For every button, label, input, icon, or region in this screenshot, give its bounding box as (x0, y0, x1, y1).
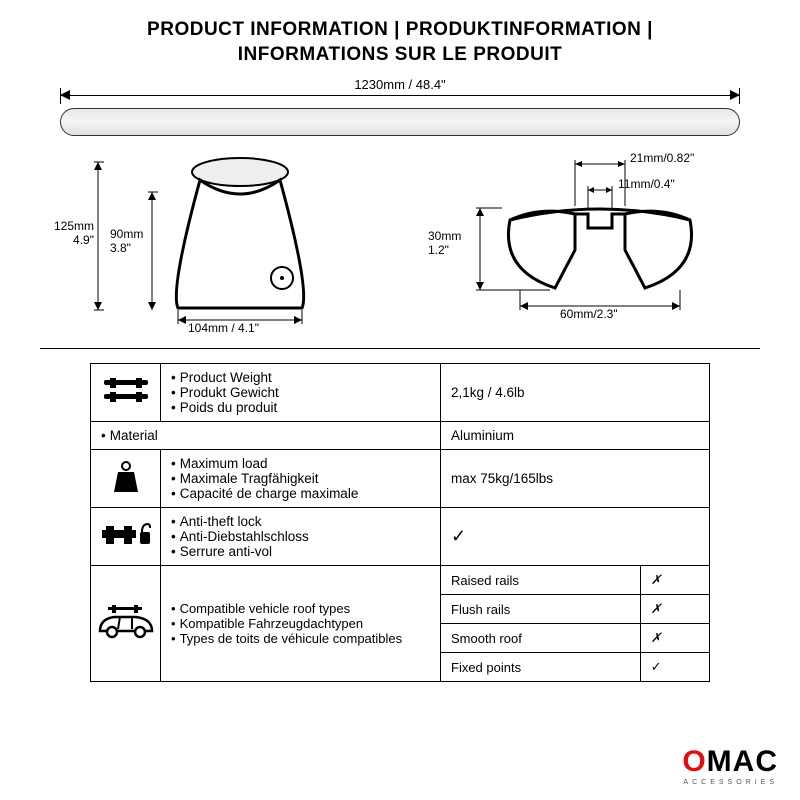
load-label-fr: Capacité de charge maximale (171, 486, 430, 501)
spec-table: Product Weight Produkt Gewicht Poids du … (90, 363, 710, 682)
compat-label-en: Compatible vehicle roof types (171, 601, 430, 616)
compat-opt-name: Smooth roof (441, 624, 641, 653)
foot-height-outer: 125mm 4.9" (52, 220, 94, 248)
foot-diagram: 125mm 4.9" 90mm 3.8" 104mm / 4.1" (60, 150, 380, 330)
profile-diagram: 21mm/0.82" 11mm/0.4" 30mm 1.2" 60mm/2.3" (420, 150, 740, 330)
compat-opt-val: ✓ (640, 653, 709, 682)
compat-opt-val: ✗ (640, 595, 709, 624)
table-row: Compatible vehicle roof types Kompatible… (91, 566, 710, 595)
compat-label-de: Kompatible Fahrzeugdachtypen (171, 616, 430, 631)
table-row: Anti-theft lock Anti-Diebstahlschloss Se… (91, 508, 710, 566)
load-value: max 75kg/165lbs (441, 450, 710, 508)
profile-top-slot: 21mm/0.82" (630, 152, 694, 166)
weight-label-en: Product Weight (171, 370, 430, 385)
brand-o: O (682, 745, 706, 778)
profile-width: 60mm/2.3" (560, 308, 618, 322)
table-row: Material Aluminium (91, 422, 710, 450)
weight-icon (91, 450, 161, 508)
weight-label-fr: Poids du produit (171, 400, 430, 415)
load-label-en: Maximum load (171, 456, 430, 471)
weight-value: 2,1kg / 4.6lb (441, 364, 710, 422)
table-row: Product Weight Produkt Gewicht Poids du … (91, 364, 710, 422)
title-line-2: INFORMATIONS SUR LE PRODUIT (20, 43, 780, 68)
compat-opt-name: Raised rails (441, 566, 641, 595)
profile-inner-slot: 11mm/0.4" (618, 178, 675, 192)
profile-height: 30mm 1.2" (428, 230, 461, 258)
table-row: Maximum load Maximale Tragfähigkeit Capa… (91, 450, 710, 508)
lock-label-en: Anti-theft lock (171, 514, 430, 529)
compat-label-fr: Types de toits de véhicule compatibles (171, 631, 430, 646)
lock-icon (91, 508, 161, 566)
compat-opt-val: ✗ (640, 566, 709, 595)
lock-value: ✓ (441, 508, 710, 566)
section-divider (40, 348, 760, 349)
brand-logo: OMAC ACCESSORIES (682, 745, 778, 786)
compat-opt-name: Flush rails (441, 595, 641, 624)
lock-label-fr: Serrure anti-vol (171, 544, 430, 559)
compat-opt-name: Fixed points (441, 653, 641, 682)
foot-height-inner: 90mm 3.8" (110, 228, 143, 256)
weight-label-de: Produkt Gewicht (171, 385, 430, 400)
load-label-de: Maximale Tragfähigkeit (171, 471, 430, 486)
brand-tag: ACCESSORIES (682, 779, 778, 786)
material-value: Aluminium (441, 422, 710, 450)
title-line-1: PRODUCT INFORMATION | PRODUKTINFORMATION… (20, 18, 780, 43)
page-title: PRODUCT INFORMATION | PRODUKTINFORMATION… (0, 0, 800, 73)
crossbar-shape (60, 108, 740, 136)
overall-dimension-line (60, 94, 740, 102)
compat-opt-val: ✗ (640, 624, 709, 653)
car-icon (91, 566, 161, 682)
material-label: Material (101, 428, 430, 443)
foot-width: 104mm / 4.1" (188, 322, 259, 336)
overall-dimension-label: 1230mm / 48.4" (0, 77, 800, 92)
brand-rest: MAC (707, 745, 778, 778)
bars-icon (91, 364, 161, 422)
lock-label-de: Anti-Diebstahlschloss (171, 529, 430, 544)
diagram-row: 125mm 4.9" 90mm 3.8" 104mm / 4.1" (0, 150, 800, 340)
